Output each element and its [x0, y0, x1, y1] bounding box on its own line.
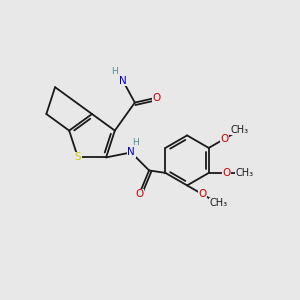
Text: O: O	[153, 93, 161, 103]
Text: CH₃: CH₃	[236, 168, 254, 178]
Text: O: O	[220, 134, 229, 144]
Text: O: O	[135, 189, 143, 200]
Text: O: O	[223, 168, 231, 178]
Text: H: H	[132, 138, 139, 147]
Text: S: S	[75, 152, 81, 162]
Text: CH₃: CH₃	[209, 198, 227, 208]
Text: H: H	[112, 67, 118, 76]
Text: CH₃: CH₃	[231, 125, 249, 135]
Text: O: O	[199, 189, 207, 200]
Text: N: N	[127, 147, 135, 158]
Text: N: N	[119, 76, 127, 85]
